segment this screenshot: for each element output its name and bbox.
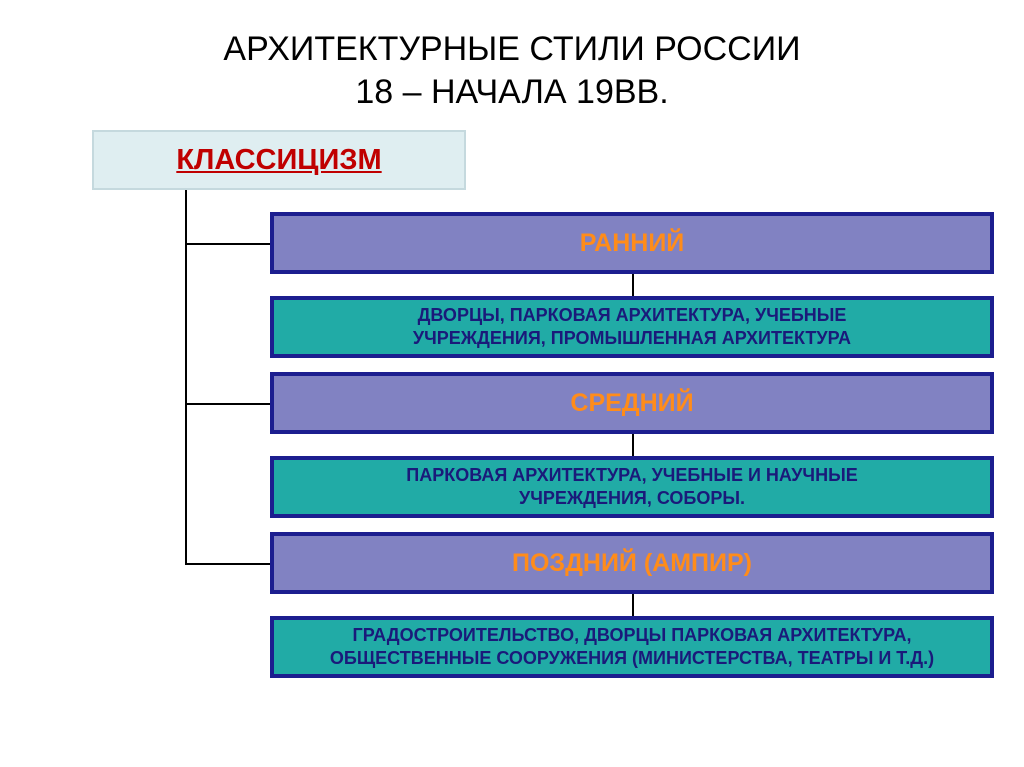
connector-line	[185, 190, 187, 565]
leaf-early-line2: УЧРЕЖДЕНИЯ, ПРОМЫШЛЕННАЯ АРХИТЕКТУРА	[413, 327, 851, 350]
branch-late: ПОЗДНИЙ (АМПИР)	[270, 532, 994, 594]
title-line-1: АРХИТЕКТУРНЫЕ СТИЛИ РОССИИ	[223, 30, 800, 68]
branch-late-label: ПОЗДНИЙ (АМПИР)	[512, 549, 752, 578]
leaf-late-line2: ОБЩЕСТВЕННЫЕ СООРУЖЕНИЯ (МИНИСТЕРСТВА, Т…	[330, 647, 934, 670]
page-title: АРХИТЕКТУРНЫЕ СТИЛИ РОССИИ 18 – НАЧАЛА 1…	[0, 0, 1024, 113]
connector-line	[632, 434, 634, 456]
leaf-middle-line2: УЧРЕЖДЕНИЯ, СОБОРЫ.	[519, 487, 745, 510]
branch-early-label: РАННИЙ	[580, 229, 685, 258]
root-label: КЛАССИЦИЗМ	[176, 144, 381, 177]
connector-line	[185, 243, 270, 245]
title-line-2: 18 – НАЧАЛА 19ВВ.	[355, 73, 668, 111]
leaf-early: ДВОРЦЫ, ПАРКОВАЯ АРХИТЕКТУРА, УЧЕБНЫЕ УЧ…	[270, 296, 994, 358]
leaf-middle-line1: ПАРКОВАЯ АРХИТЕКТУРА, УЧЕБНЫЕ И НАУЧНЫЕ	[406, 464, 857, 487]
root-node: КЛАССИЦИЗМ	[92, 130, 466, 190]
branch-middle: СРЕДНИЙ	[270, 372, 994, 434]
branch-middle-label: СРЕДНИЙ	[570, 389, 693, 418]
leaf-middle: ПАРКОВАЯ АРХИТЕКТУРА, УЧЕБНЫЕ И НАУЧНЫЕ …	[270, 456, 994, 518]
connector-line	[632, 594, 634, 616]
connector-line	[185, 563, 270, 565]
connector-line	[185, 403, 270, 405]
leaf-late-line1: ГРАДОСТРОИТЕЛЬСТВО, ДВОРЦЫ ПАРКОВАЯ АРХИ…	[352, 624, 911, 647]
leaf-early-line1: ДВОРЦЫ, ПАРКОВАЯ АРХИТЕКТУРА, УЧЕБНЫЕ	[418, 304, 847, 327]
connector-line	[632, 274, 634, 296]
branch-early: РАННИЙ	[270, 212, 994, 274]
leaf-late: ГРАДОСТРОИТЕЛЬСТВО, ДВОРЦЫ ПАРКОВАЯ АРХИ…	[270, 616, 994, 678]
